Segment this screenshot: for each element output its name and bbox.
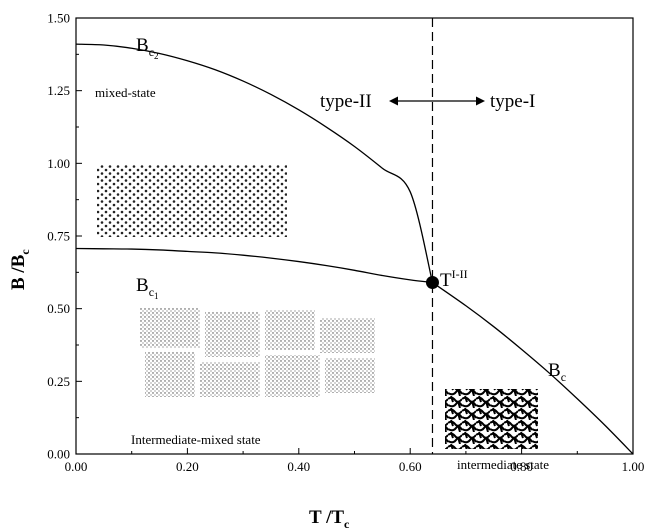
y-tick-label: 0.50 xyxy=(47,301,70,316)
type-arrow xyxy=(389,96,485,106)
y-tick-label: 0.25 xyxy=(47,374,70,389)
y-axis-title: B /Bc xyxy=(8,249,32,290)
y-axis-ticks: 0.00 0.25 0.50 0.75 1.00 1.25 1.50 xyxy=(47,11,82,462)
label-tricritical: TI-II xyxy=(440,267,468,291)
x-tick-label: 0.80 xyxy=(510,459,533,474)
x-tick-label: 0.00 xyxy=(65,459,88,474)
label-bc1: Bc1 xyxy=(136,275,159,301)
x-tick-label: 0.60 xyxy=(399,459,422,474)
y-tick-label: 1.00 xyxy=(47,156,70,171)
intermediate-mixed-inset-image xyxy=(140,308,375,397)
label-bc: Bc xyxy=(548,360,566,384)
x-axis-ticks: 0.00 0.20 0.40 0.60 0.80 1.00 xyxy=(65,448,645,474)
series-bc-curve xyxy=(432,281,634,455)
x-tick-label: 0.40 xyxy=(287,459,310,474)
intermediate-state-inset-image xyxy=(445,389,538,449)
x-axis-title: T /Tc xyxy=(309,507,350,529)
y-tick-label: 0.00 xyxy=(47,447,70,462)
label-mixed-state: mixed-state xyxy=(95,85,156,100)
label-type-i: type-I xyxy=(490,91,535,112)
label-bc2: Bc2 xyxy=(136,35,159,61)
series-bc2-curve xyxy=(75,43,434,283)
y-tick-label: 0.75 xyxy=(47,229,70,244)
series-bc1-curve xyxy=(75,247,433,284)
label-type-ii: type-II xyxy=(320,91,372,112)
x-tick-label: 0.20 xyxy=(176,459,199,474)
x-tick-label: 1.00 xyxy=(622,459,645,474)
label-intermediate-state: intermediate state xyxy=(457,457,549,472)
tricritical-point xyxy=(425,276,439,290)
y-tick-label: 1.25 xyxy=(47,83,70,98)
mixed-state-inset-image xyxy=(97,165,287,237)
y-tick-label: 1.50 xyxy=(47,11,70,26)
label-intermediate-mixed-state: Intermediate-mixed state xyxy=(131,432,261,447)
